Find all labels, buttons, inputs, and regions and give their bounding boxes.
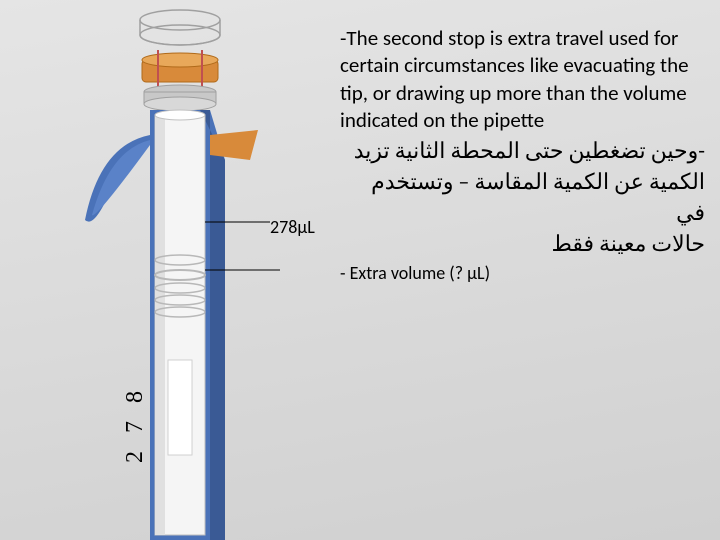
pipette-diagram — [80, 0, 280, 540]
arabic-line-2: الكمية عن الكمية المقاسة – وتستخدم في — [340, 167, 705, 229]
arabic-description: -وحين تضغطين حتى المحطة الثانية تزيد الك… — [340, 136, 705, 259]
pipette-svg — [80, 0, 280, 540]
english-description: -The second stop is extra travel used fo… — [340, 25, 705, 134]
vertical-volume-number: 2 7 8 — [122, 385, 149, 463]
description-text-area: -The second stop is extra travel used fo… — [340, 25, 705, 259]
extra-volume-label: - Extra volume (? µL) — [340, 262, 490, 284]
arabic-line-1: -وحين تضغطين حتى المحطة الثانية تزيد — [340, 136, 705, 167]
arabic-line-3: حالات معينة فقط — [340, 229, 705, 260]
volume-label: 278µL — [270, 216, 315, 238]
